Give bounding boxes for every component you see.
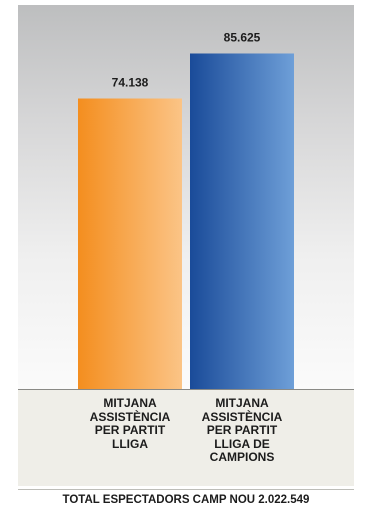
category-label-line: ASSISTÈNCIA (201, 409, 283, 424)
plot-area (18, 5, 354, 389)
category-label-band (18, 389, 354, 486)
chart-svg: 74.138 85.625 (78, 30, 294, 389)
bar-value-label: 85.625 (224, 30, 261, 44)
bar-value-label: 74.138 (112, 76, 149, 90)
bar-lliga-de-campions (190, 53, 294, 389)
category-label-line: LLIGA DE (214, 436, 270, 451)
category-label-line: CAMPIONS (209, 450, 275, 464)
bar-chart: 74.138 85.625 MITJANA ASSISTÈNCIA PER PAR… (18, 5, 354, 506)
category-label-line: MITJANA (215, 396, 269, 410)
category-label-line: MITJANA (103, 396, 157, 410)
bar-lliga (78, 98, 182, 389)
category-label-line: PER PARTIT (94, 423, 166, 437)
total-spectators-label: TOTAL ESPECTADORS CAMP NOU 2.022.549 (18, 489, 354, 512)
category-label-lliga: MITJANA ASSISTÈNCIA PER PARTIT LLIGA (76, 396, 184, 451)
category-label-line: ASSISTÈNCIA (89, 409, 171, 424)
category-label-line: LLIGA (112, 436, 148, 451)
category-label-lliga-de-campions: MITJANA ASSISTÈNCIA PER PARTIT LLIGA DE … (188, 396, 296, 465)
category-label-line: PER PARTIT (206, 423, 278, 437)
